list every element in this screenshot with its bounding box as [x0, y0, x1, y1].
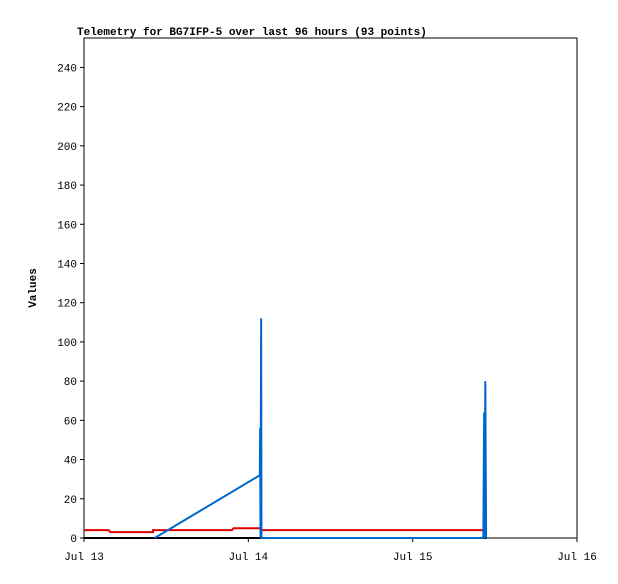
x-tick-label: Jul 15 [393, 552, 433, 564]
y-tick-label: 200 [57, 142, 77, 154]
y-tick-label: 0 [70, 534, 77, 546]
plot-frame [83, 37, 578, 539]
y-tick-label: 140 [57, 259, 77, 271]
y-axis-label: Values [28, 268, 40, 308]
y-tick-label: 20 [64, 495, 77, 507]
y-tick-label: 240 [57, 63, 77, 75]
y-tick-label: 160 [57, 220, 77, 232]
y-tick-label: 220 [57, 103, 77, 115]
y-tick-label: 100 [57, 338, 77, 350]
chart-title: Telemetry for BG7IFP-5 over last 96 hour… [77, 27, 427, 39]
x-tick-label: Jul 13 [64, 552, 104, 564]
y-tick-label: 40 [64, 456, 77, 468]
y-tick-label: 60 [64, 416, 77, 428]
x-tick-label: Jul 16 [557, 552, 597, 564]
series-line [154, 318, 488, 539]
x-tick-label: Jul 14 [229, 552, 269, 564]
y-tick-label: 80 [64, 377, 77, 389]
y-tick-label: 120 [57, 299, 77, 311]
series-line [84, 527, 487, 534]
y-tick-label: 180 [57, 181, 77, 193]
